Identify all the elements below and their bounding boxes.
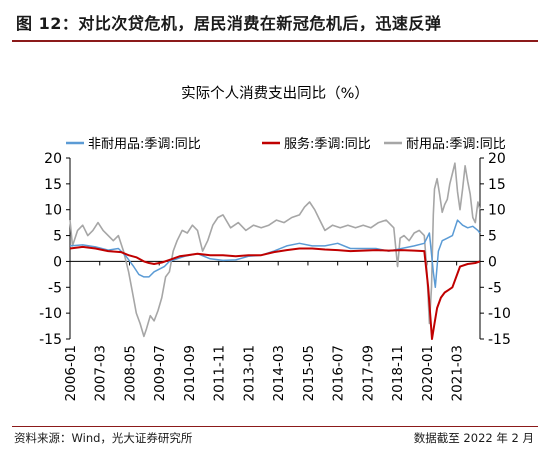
series-line-3 [69, 162, 481, 338]
x-tick-label: 2017-09 [360, 345, 376, 401]
x-tick-label: 2013-01 [241, 345, 257, 401]
y-tick-label: 15 [44, 177, 62, 193]
x-tick-label: 2021-03 [450, 345, 466, 401]
y-tick-label: -5 [48, 280, 62, 296]
legend: 非耐用品:季调:同比 服务:季调:同比 耐用品:季调:同比 [66, 136, 506, 152]
figure-title: 图 12：对比次贷危机，居民消费在新冠危机后，迅速反弹 [16, 14, 442, 33]
x-tick-label: 2009-07 [152, 345, 168, 401]
y-tick-label: 10 [44, 203, 62, 219]
x-tick-label: 2010-09 [182, 345, 198, 401]
x-tick-label: 2007-03 [93, 345, 109, 401]
x-tick-label: 2015-05 [301, 345, 317, 401]
title-rule [12, 40, 538, 42]
x-tick-label: 2020-01 [420, 345, 436, 401]
y-tick-label: 5 [53, 229, 62, 245]
y2-tick-label: 5 [488, 229, 497, 245]
source-note: 资料来源：Wind，光大证券研究所 [14, 431, 193, 445]
y2-tick-label: -10 [488, 306, 511, 322]
y-tick-label: 0 [53, 254, 62, 270]
y2-tick-label: -5 [488, 280, 502, 296]
x-tick-label: 2018-11 [390, 345, 406, 401]
y-tick-label: -10 [39, 306, 62, 322]
y-tick-label: -15 [39, 332, 62, 348]
y2-tick-label: 20 [488, 151, 506, 167]
chart-title: 实际个人消费支出同比（%） [181, 85, 369, 102]
series-line-1 [69, 219, 481, 289]
legend-label: 非耐用品:季调:同比 [88, 137, 201, 152]
x-tick-label: 2006-01 [63, 345, 79, 401]
footer-rule [12, 426, 538, 427]
y2-tick-label: 10 [488, 203, 506, 219]
series-lines [69, 162, 481, 340]
y2-tick-label: 15 [488, 177, 506, 193]
legend-label: 耐用品:季调:同比 [406, 137, 506, 152]
x-tick-label: 2011-11 [212, 345, 228, 401]
legend-label: 服务:季调:同比 [284, 136, 371, 152]
x-tick-label: 2014-03 [271, 345, 287, 401]
y2-tick-label: -15 [488, 332, 511, 348]
y2-tick-label: 0 [488, 254, 497, 270]
y-tick-label: 20 [44, 151, 62, 167]
data-deadline-note: 数据截至 2022 年 2 月 [413, 431, 534, 445]
x-tick-label: 2016-07 [331, 345, 347, 401]
x-tick-label: 2008-05 [122, 345, 138, 401]
series-line-2 [69, 245, 481, 340]
